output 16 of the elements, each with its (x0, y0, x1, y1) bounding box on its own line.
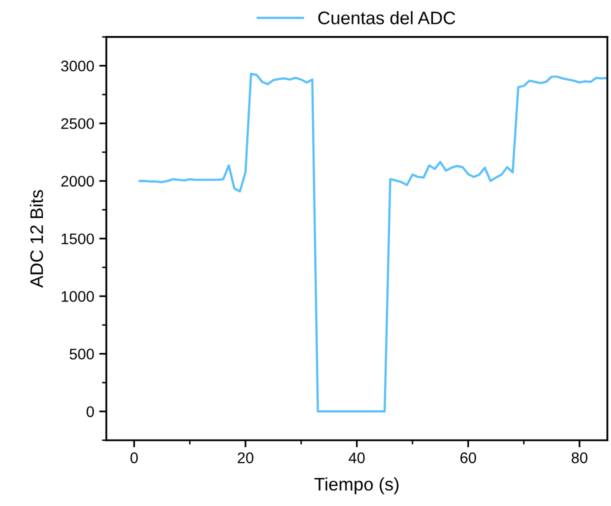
x-tick-label: 20 (238, 452, 254, 464)
x-axis-title: Tiempo (s) (314, 477, 399, 494)
legend-label: Cuentas del ADC (318, 11, 456, 24)
y-tick-label: 2500 (61, 118, 94, 130)
x-tick-label: 80 (572, 452, 588, 464)
x-tick-label: 60 (460, 452, 476, 464)
y-tick-label: 1500 (62, 233, 94, 244)
line-series (138, 72, 608, 413)
y-tick-label: 2000 (61, 176, 94, 187)
y-tick-label: 0 (86, 406, 94, 418)
y-tick-label: 3000 (61, 60, 94, 72)
x-tick-label: 0 (130, 452, 138, 464)
x-tick-label: 40 (348, 452, 365, 464)
y-axis-title: ADC 12 Bits (30, 190, 44, 288)
y-tick-label: 1000 (62, 291, 94, 302)
y-tick-label: 500 (70, 348, 94, 360)
